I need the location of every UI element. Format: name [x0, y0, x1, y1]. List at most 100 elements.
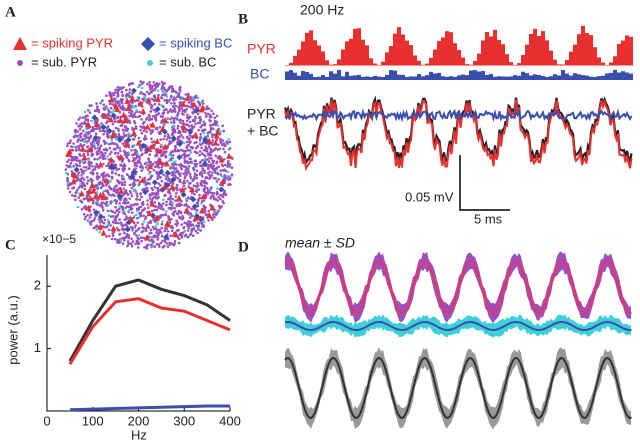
- bc-hist-bar: [625, 72, 629, 80]
- cell: [136, 179, 140, 182]
- cell: [116, 213, 120, 216]
- pyr-hist-bar: [621, 40, 625, 66]
- cell: [93, 157, 96, 161]
- cell: [136, 236, 139, 240]
- spiking-pyr: [107, 116, 114, 123]
- cell: [167, 207, 171, 210]
- pyr-hist-bar: [337, 59, 341, 66]
- cell: [213, 116, 216, 120]
- cell: [159, 176, 162, 179]
- cell: [202, 158, 206, 161]
- bc-hist-bar: [337, 69, 341, 80]
- cell: [163, 194, 166, 198]
- row-label: BC: [250, 66, 269, 82]
- cell: [79, 199, 82, 202]
- cell: [123, 231, 126, 235]
- cell: [118, 180, 121, 184]
- cell: [155, 127, 159, 131]
- spiking-pyr: [123, 140, 130, 147]
- cell: [195, 209, 199, 212]
- cell: [144, 187, 147, 190]
- spiking-pyr: [180, 100, 187, 107]
- cell: [191, 214, 194, 218]
- cell: [124, 126, 127, 129]
- cell: [148, 80, 151, 84]
- cell: [111, 215, 115, 218]
- cell: [193, 225, 196, 228]
- cell: [77, 124, 81, 128]
- pyr-hist-bar: [401, 34, 405, 66]
- cell: [78, 133, 82, 136]
- cell: [181, 231, 185, 234]
- pyr-hist-bar: [561, 64, 565, 66]
- cell: [175, 219, 178, 223]
- cell: [162, 105, 165, 109]
- cell: [223, 174, 226, 177]
- cell: [138, 157, 141, 160]
- cell: [72, 164, 76, 168]
- cell: [197, 128, 200, 132]
- pyr-hist-bar: [541, 31, 545, 66]
- spiking-bc: [164, 169, 171, 176]
- cell: [110, 237, 114, 241]
- cell: [116, 101, 120, 105]
- cell: [89, 142, 93, 145]
- cell: [196, 231, 199, 235]
- cell: [146, 168, 150, 172]
- cell: [144, 137, 147, 141]
- cell: [127, 234, 130, 238]
- cell: [171, 226, 175, 230]
- cell: [75, 122, 78, 125]
- cell: [154, 234, 157, 237]
- cell: [198, 196, 201, 200]
- cell: [134, 125, 138, 128]
- cell: [132, 114, 135, 117]
- cell: [108, 102, 112, 106]
- cell: [74, 130, 77, 134]
- cell: [101, 99, 104, 102]
- cell: [210, 115, 213, 119]
- cell: [131, 153, 134, 157]
- cell: [134, 157, 138, 160]
- cell: [172, 119, 176, 123]
- cell: [121, 205, 124, 209]
- cell: [142, 236, 145, 240]
- cell: [163, 229, 167, 233]
- cell: [133, 121, 137, 125]
- cell: [122, 132, 126, 135]
- cell: [178, 91, 181, 95]
- pyr-hist-bar: [305, 32, 309, 66]
- spiking-pyr: [89, 182, 96, 189]
- cell: [111, 103, 114, 106]
- cell: [139, 148, 143, 151]
- cell: [136, 216, 139, 220]
- cell: [75, 163, 79, 167]
- cell: [128, 114, 131, 118]
- cell: [195, 177, 199, 180]
- cell: [156, 238, 159, 241]
- cell: [110, 95, 113, 98]
- cell: [216, 211, 219, 215]
- spiking-bc: [97, 213, 104, 220]
- cell: [216, 156, 220, 160]
- cell: [154, 227, 158, 230]
- cell: [122, 129, 125, 132]
- cell: [148, 153, 152, 156]
- cell: [158, 245, 161, 248]
- cell: [168, 192, 172, 195]
- cell: [91, 201, 95, 205]
- cell: [159, 241, 163, 245]
- cell: [146, 203, 149, 206]
- bc-hist-bar: [321, 75, 325, 80]
- cell: [114, 163, 117, 166]
- cell: [145, 90, 149, 94]
- spiking-bc: [116, 193, 123, 200]
- cell: [174, 223, 177, 226]
- cell: [212, 215, 215, 219]
- cell: [154, 193, 158, 197]
- cell: [120, 124, 124, 127]
- spiking-pyr: [198, 207, 205, 214]
- cell: [114, 215, 118, 218]
- cell: [188, 173, 192, 176]
- cell: [66, 184, 70, 187]
